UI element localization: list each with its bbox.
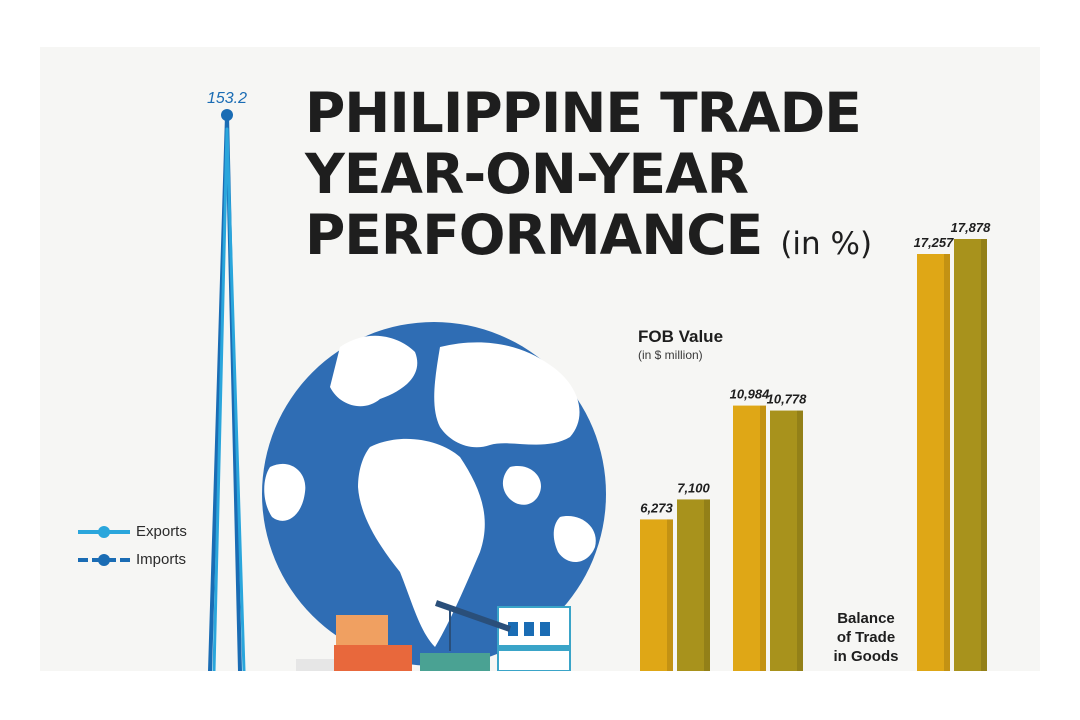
- legend-swatch-exports: [78, 526, 130, 538]
- title-unit: (in %): [780, 226, 873, 262]
- window-icon: [524, 622, 534, 636]
- continent-africa-icon: [358, 438, 485, 647]
- title-line-3: PERFORMANCE (in %): [305, 205, 872, 275]
- fob-bar: [733, 405, 766, 671]
- crane-boom-icon: [435, 600, 511, 632]
- container-grey-icon: [296, 659, 336, 671]
- legend-label-exports: Exports: [136, 523, 187, 540]
- fob-title: FOB Value: [638, 327, 724, 346]
- imports-peak-label: 153.2: [207, 90, 247, 107]
- container-red-icon: [334, 645, 412, 671]
- legend-swatch-imports: [78, 554, 130, 566]
- fob-bar-shade: [797, 410, 803, 671]
- continent-australia-icon: [553, 516, 596, 563]
- fob-bar-shade: [704, 499, 710, 671]
- container-orange-icon: [336, 615, 388, 645]
- page-title: PHILIPPINE TRADE YEAR-ON-YEAR PERFORMANC…: [305, 83, 872, 275]
- fob-bar-shade: [944, 254, 950, 671]
- title-line-1: PHILIPPINE TRADE: [305, 81, 862, 145]
- fob-bar-shade: [667, 519, 673, 671]
- window-icon: [540, 622, 550, 636]
- title-line-2: YEAR-ON-YEAR: [305, 142, 749, 206]
- fob-bar-label: 17,257: [914, 235, 955, 250]
- legend-item-imports: Imports: [76, 547, 206, 575]
- window-icon: [508, 622, 518, 636]
- imports-line-chart: 153.2: [207, 90, 247, 671]
- continent-greenland-icon: [330, 335, 418, 407]
- fob-bar-shade: [760, 405, 766, 671]
- fob-bar: [954, 239, 987, 671]
- fob-bar-shade: [981, 239, 987, 671]
- fob-bar: [677, 499, 710, 671]
- legend-marker-exports: [98, 526, 110, 538]
- balance-label-line-2: of Trade: [836, 629, 896, 646]
- fob-bar: [917, 254, 950, 671]
- fob-bar-label: 10,778: [767, 392, 808, 407]
- fob-bar: [640, 519, 673, 671]
- globe-illustration: [262, 322, 606, 666]
- continent-india-icon: [502, 466, 541, 505]
- balance-of-trade-label: Balance of Trade in Goods: [828, 609, 904, 666]
- fob-bar: [770, 410, 803, 671]
- legend-label-imports: Imports: [136, 551, 187, 568]
- legend-marker-imports: [98, 554, 110, 566]
- balance-label-line-3: in Goods: [833, 648, 899, 665]
- infographic-panel: PHILIPPINE TRADE YEAR-ON-YEAR PERFORMANC…: [40, 47, 1040, 671]
- balance-label-line-1: Balance: [837, 610, 895, 627]
- building-band-icon: [498, 645, 570, 651]
- chart-legend: Exports Imports: [76, 519, 206, 575]
- fob-bar-label: 17,878: [951, 220, 992, 235]
- imports-peak-point: [221, 109, 233, 121]
- continent-america-icon: [264, 463, 306, 521]
- fob-bar-label: 6,273: [640, 500, 673, 515]
- title-line-3-text: PERFORMANCE: [305, 203, 763, 267]
- port-illustration: [296, 600, 571, 671]
- port-building-icon: [497, 606, 571, 671]
- fob-bar-label: 7,100: [677, 480, 710, 495]
- exports-line: [212, 127, 246, 671]
- container-green-icon: [420, 653, 490, 671]
- fob-bar-label: 10,984: [730, 387, 771, 402]
- fob-subtitle: (in $ million): [638, 348, 703, 362]
- legend-item-exports: Exports: [76, 519, 206, 547]
- continent-asia-icon: [434, 342, 580, 448]
